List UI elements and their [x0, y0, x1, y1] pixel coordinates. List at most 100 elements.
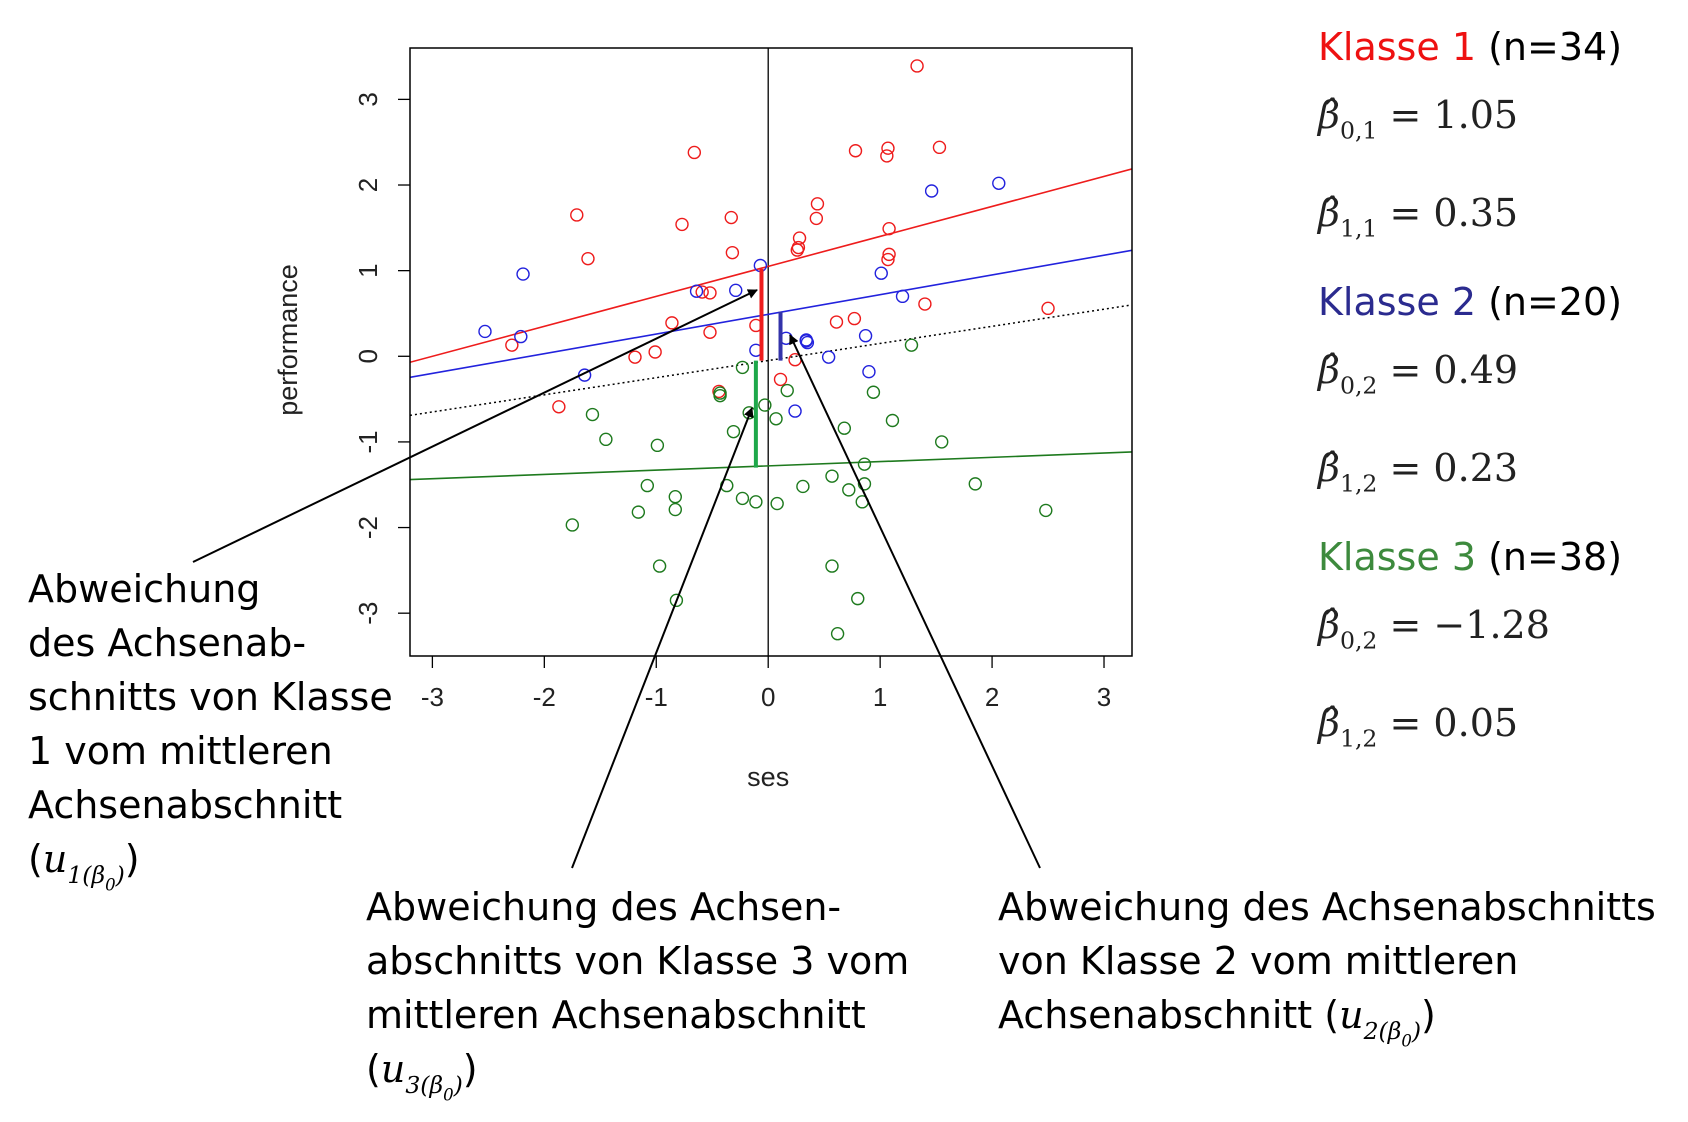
data-point-class-1 [570, 208, 584, 222]
coefficient-equation: β̂0,1 = 1.05 [1318, 93, 1519, 145]
y-tick-label: -3 [353, 602, 383, 625]
deviation-symbol: u1(β0) [42, 837, 125, 894]
annotation-line: 1 vom mittleren [28, 729, 333, 773]
x-tick-label: -1 [645, 682, 668, 712]
data-point-class-2 [858, 329, 873, 343]
data-point-class-2 [895, 289, 910, 304]
data-point-class-2 [689, 284, 704, 298]
data-point-class-1 [665, 316, 679, 330]
data-point-class-1 [773, 372, 788, 387]
data-point-class-2 [924, 184, 939, 198]
annotation-line: des Achsenab- [28, 621, 307, 665]
data-point-class-3 [565, 518, 580, 532]
plot-frame [409, 47, 1133, 657]
data-point-class-1 [881, 141, 895, 155]
data-point-class-3 [796, 479, 810, 494]
coefficient-equation: β̂1,2 = 0.23 [1318, 445, 1519, 498]
data-point-class-3 [640, 478, 655, 493]
arrow-annotation-class2 [789, 334, 1041, 869]
data-point-class-3 [842, 483, 856, 497]
y-tick-label: -2 [353, 516, 383, 539]
regression-line-class-3 [410, 451, 1132, 481]
legend-class-count: (n=38) [1488, 535, 1623, 580]
annotation-class1-deviation: Abweichung des Achsenab-schnitts von Klas… [28, 562, 393, 912]
data-point-class-2 [799, 334, 813, 348]
data-point-class-3 [713, 388, 727, 403]
data-point-class-2 [800, 335, 815, 350]
data-point-class-1 [552, 400, 566, 414]
annotation-line: von Klasse 2 vom mittleren [998, 939, 1519, 983]
data-point-class-1 [675, 217, 689, 232]
deviation-symbol: u3(β0) [380, 1047, 463, 1104]
data-point-class-3 [599, 432, 613, 447]
x-tick-label: 2 [985, 682, 999, 712]
y-tick-label: 0 [353, 349, 383, 363]
x-tick-label: 1 [873, 682, 887, 712]
data-point-class-1 [687, 145, 702, 160]
data-point-class-3 [1039, 503, 1053, 518]
legend-class-3: Klasse 3 (n=38) β̂0,2 = −1.28 β̂1,2 = 0.05 [1318, 530, 1678, 779]
data-point-class-1 [882, 221, 896, 236]
annotation-line: abschnitts von Klasse 3 vom [366, 939, 910, 983]
data-point-class-3 [857, 457, 872, 471]
data-point-class-3 [837, 421, 852, 435]
data-point-class-2 [478, 324, 492, 339]
y-tick-label: -1 [353, 430, 383, 453]
coefficient-legend: Klasse 1 (n=34) β̂0,1 = 1.05 β̂1,1 = 0.35 K… [1318, 20, 1678, 786]
annotation-line: schnitts von Klasse [28, 675, 393, 719]
x-axis-label: ses [747, 762, 789, 792]
arrow-annotation-class3 [571, 407, 754, 869]
data-point-class-1 [695, 285, 709, 299]
data-point-class-2 [788, 404, 802, 418]
data-point-class-3 [769, 412, 783, 426]
data-point-class-3 [904, 338, 919, 352]
data-point-class-1 [810, 197, 825, 211]
data-point-class-1 [725, 245, 740, 260]
annotation-line: Achsenabschnitt [28, 783, 343, 827]
data-point-class-3 [825, 559, 839, 573]
data-point-class-1 [505, 338, 519, 352]
annotation-line: Abweichung des Achsenabschnitts [998, 885, 1656, 929]
mean-regression-line [410, 304, 1132, 417]
x-tick-label: 3 [1097, 682, 1111, 712]
data-point-class-1 [848, 144, 863, 158]
data-point-class-3 [830, 627, 845, 641]
data-point-class-2 [992, 176, 1006, 191]
data-point-class-1 [847, 311, 862, 326]
deviation-symbol: u2(β0) [1339, 993, 1422, 1050]
data-point-class-1 [628, 350, 642, 364]
data-point-class-1 [809, 211, 824, 226]
y-tick-label: 3 [353, 92, 383, 106]
legend-class-name: Klasse 1 [1318, 25, 1476, 69]
data-point-class-3 [968, 477, 982, 491]
arrow-annotation-class1 [192, 289, 758, 563]
y-tick-label: 1 [353, 263, 383, 277]
data-point-class-3 [713, 386, 727, 400]
annotation-class2-deviation: Abweichung des Achsenabschnitts von Klass… [998, 880, 1656, 1068]
data-point-class-1 [880, 149, 894, 163]
data-point-class-3 [668, 490, 682, 504]
y-tick-label: 2 [353, 178, 383, 192]
legend-class-title: Klasse 3 (n=38) [1318, 530, 1678, 584]
x-tick-label: -3 [421, 682, 444, 712]
data-point-class-3 [851, 591, 865, 606]
legend-class-name: Klasse 3 [1318, 535, 1476, 580]
data-point-class-3 [652, 559, 667, 573]
data-point-class-2 [514, 329, 528, 344]
data-point-class-3 [735, 360, 750, 375]
annotation-line: Abweichung [28, 567, 261, 611]
data-point-class-3 [825, 469, 839, 483]
data-point-class-2 [729, 283, 743, 298]
data-point-class-1 [910, 59, 924, 73]
data-point-class-3 [780, 383, 794, 398]
regression-line-class-2 [410, 249, 1132, 379]
annotation-line: Abweichung des Achsen- [366, 885, 842, 929]
annotation-symbol-line: (u1(β0)) [28, 837, 140, 894]
legend-class-name: Klasse 2 [1318, 280, 1476, 325]
data-point-class-2 [516, 267, 530, 281]
data-point-class-1 [581, 251, 595, 266]
legend-class-title: Klasse 2 (n=20) [1318, 275, 1678, 329]
annotation-symbol-line: (u3(β0)) [366, 1047, 478, 1104]
data-point-class-1 [918, 297, 932, 311]
